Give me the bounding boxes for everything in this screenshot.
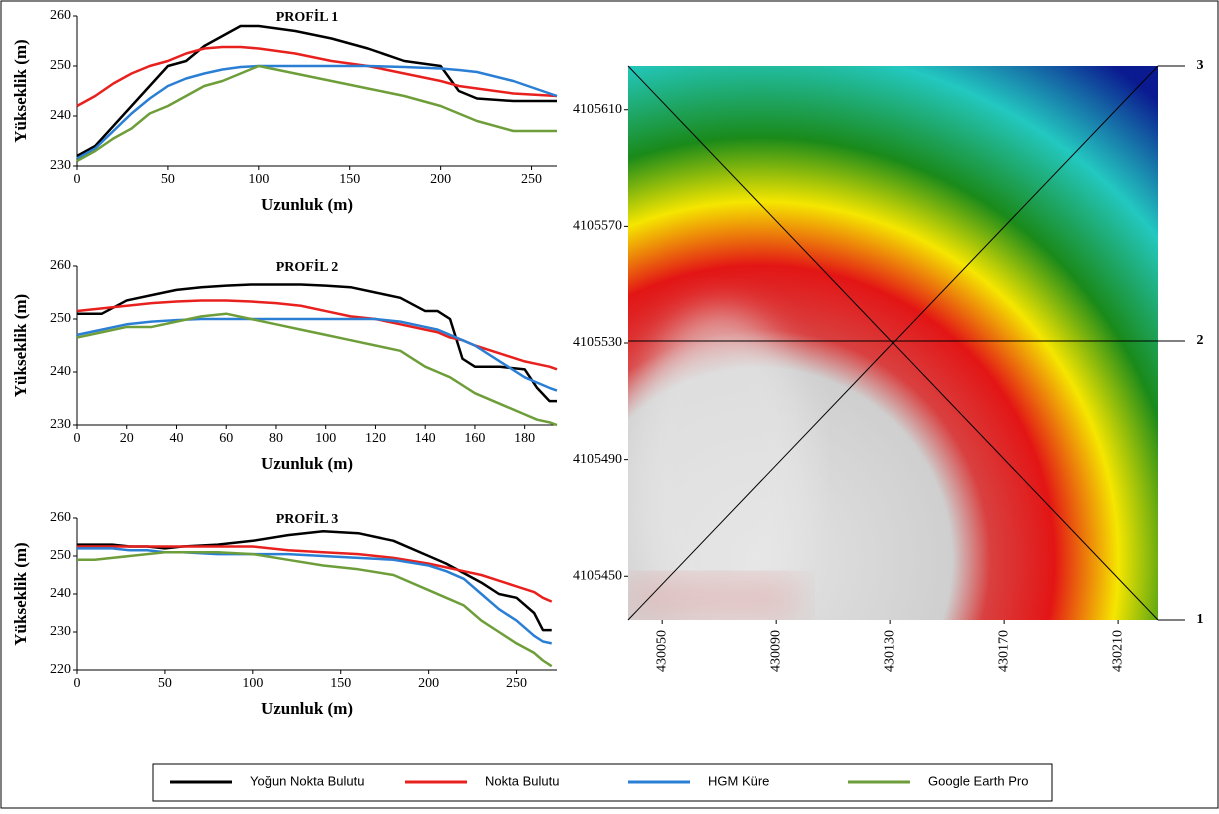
y-tick-label: 260 <box>50 510 71 525</box>
x-tick-label: 430050 <box>654 630 669 672</box>
x-tick-label: 40 <box>169 431 183 446</box>
figure: 230240250260050100150200250PROFİL 1Uzunl… <box>0 0 1219 809</box>
legend-label: Yoğun Nokta Bulutu <box>250 773 364 788</box>
chart-title: PROFİL 2 <box>276 258 339 275</box>
dem-map <box>628 66 1158 630</box>
x-tick-label: 160 <box>464 431 485 446</box>
legend-label: Nokta Bulutu <box>485 773 559 788</box>
series-line <box>77 300 557 369</box>
y-tick-label: 260 <box>50 8 71 23</box>
series-line <box>77 285 557 402</box>
series-line <box>77 66 557 161</box>
legend-label: Google Earth Pro <box>928 773 1028 788</box>
y-tick-label: 4105490 <box>573 452 622 467</box>
series-line <box>77 552 552 666</box>
x-tick-label: 100 <box>248 172 269 187</box>
x-tick-label: 200 <box>418 676 439 691</box>
x-tick-label: 150 <box>339 172 360 187</box>
y-axis-label: Yükseklik (m) <box>11 542 30 645</box>
x-tick-label: 430090 <box>768 630 783 672</box>
y-tick-label: 230 <box>50 158 71 173</box>
x-tick-label: 0 <box>74 431 81 446</box>
x-tick-label: 100 <box>315 431 336 446</box>
x-tick-label: 20 <box>120 431 134 446</box>
x-axis-label: Uzunluk (m) <box>261 699 353 718</box>
y-tick-label: 4105610 <box>573 102 622 117</box>
y-tick-label: 250 <box>50 548 71 563</box>
y-tick-label: 230 <box>50 417 71 432</box>
x-tick-label: 140 <box>415 431 436 446</box>
series-line <box>77 47 557 106</box>
x-tick-label: 80 <box>269 431 283 446</box>
x-tick-label: 250 <box>521 172 542 187</box>
y-tick-label: 220 <box>50 662 71 677</box>
profile-label: 2 <box>1197 333 1204 348</box>
x-axis-label: Uzunluk (m) <box>261 195 353 214</box>
y-tick-label: 4105530 <box>573 335 622 350</box>
chart-title: PROFİL 1 <box>276 8 339 25</box>
x-tick-label: 430130 <box>882 630 897 672</box>
series-line <box>77 66 557 159</box>
x-tick-label: 150 <box>330 676 351 691</box>
x-tick-label: 430210 <box>1110 630 1125 672</box>
y-tick-label: 250 <box>50 311 71 326</box>
x-tick-label: 120 <box>365 431 386 446</box>
series-line <box>77 314 557 425</box>
x-tick-label: 0 <box>74 172 81 187</box>
profile-label: 3 <box>1197 58 1204 73</box>
y-tick-label: 240 <box>50 586 71 601</box>
x-axis-label: Uzunluk (m) <box>261 454 353 473</box>
y-tick-label: 240 <box>50 108 71 123</box>
series-line <box>77 26 557 156</box>
x-tick-label: 250 <box>506 676 527 691</box>
series-line <box>77 548 552 643</box>
x-tick-label: 50 <box>158 676 172 691</box>
x-tick-label: 100 <box>242 676 263 691</box>
x-tick-label: 50 <box>161 172 175 187</box>
series-line <box>77 319 557 391</box>
legend-label: HGM Küre <box>708 773 769 788</box>
x-tick-label: 430170 <box>996 630 1011 672</box>
y-tick-label: 4105450 <box>573 568 622 583</box>
profile-label: 1 <box>1197 612 1204 627</box>
x-tick-label: 0 <box>74 676 81 691</box>
x-tick-label: 60 <box>219 431 233 446</box>
y-tick-label: 260 <box>50 258 71 273</box>
y-tick-label: 240 <box>50 364 71 379</box>
y-tick-label: 250 <box>50 58 71 73</box>
y-axis-label: Yükseklik (m) <box>11 39 30 142</box>
x-tick-label: 200 <box>430 172 451 187</box>
y-tick-label: 4105570 <box>573 219 622 234</box>
y-axis-label: Yükseklik (m) <box>11 294 30 397</box>
chart-title: PROFİL 3 <box>276 510 339 527</box>
y-tick-label: 230 <box>50 624 71 639</box>
x-tick-label: 180 <box>514 431 535 446</box>
